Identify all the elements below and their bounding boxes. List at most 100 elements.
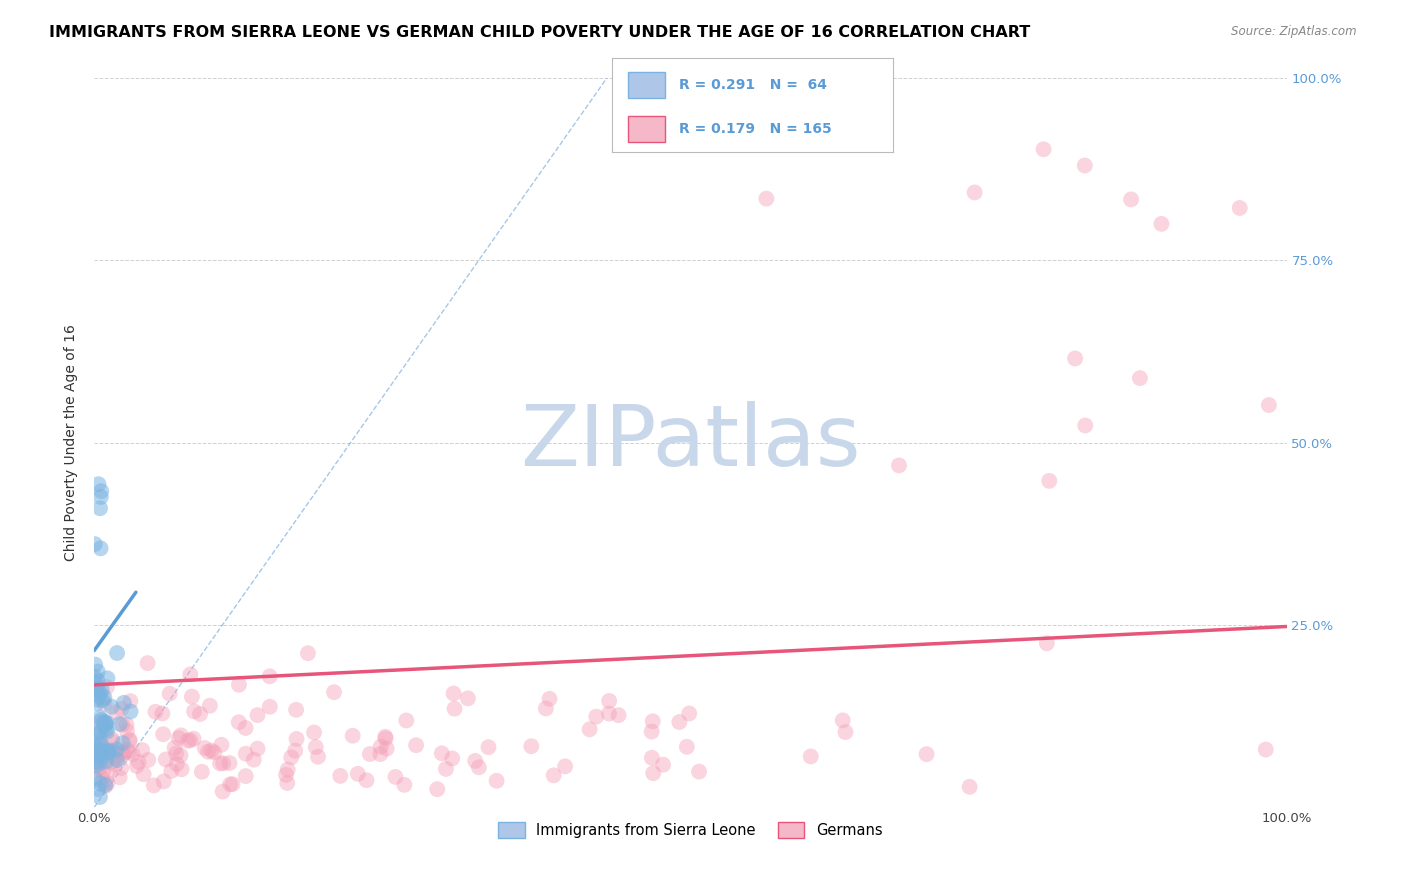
Text: R = 0.179   N = 165: R = 0.179 N = 165	[679, 122, 832, 136]
Point	[434, 762, 457, 776]
Point	[90, 724, 112, 739]
Point	[191, 764, 214, 779]
Point	[305, 740, 328, 755]
Point	[93, 719, 115, 733]
Point	[96, 755, 118, 769]
Point	[211, 738, 233, 752]
Point	[374, 731, 396, 746]
Point	[86, 681, 108, 696]
Point	[375, 741, 398, 756]
Point	[1074, 418, 1097, 433]
Point	[285, 731, 308, 746]
Point	[108, 770, 131, 784]
Point	[103, 744, 125, 758]
Point	[83, 739, 105, 753]
Point	[641, 751, 664, 765]
Point	[194, 741, 217, 756]
Point	[959, 780, 981, 794]
Point	[1038, 474, 1060, 488]
Point	[607, 708, 630, 723]
Point	[915, 747, 938, 761]
Point	[87, 477, 110, 491]
Point	[84, 755, 107, 769]
Point	[370, 747, 392, 761]
Point	[96, 680, 118, 694]
Point	[118, 733, 141, 747]
Y-axis label: Child Poverty Under the Age of 16: Child Poverty Under the Age of 16	[65, 325, 79, 561]
Point	[89, 776, 111, 790]
Point	[235, 747, 257, 761]
Point	[91, 741, 114, 756]
Point	[89, 501, 111, 516]
Point	[96, 715, 118, 730]
Point	[96, 776, 118, 790]
Point	[578, 723, 600, 737]
Point	[598, 694, 620, 708]
Point	[274, 768, 297, 782]
Point	[105, 706, 128, 720]
Point	[457, 691, 479, 706]
Point	[87, 723, 110, 738]
Point	[1064, 351, 1087, 366]
Point	[202, 745, 225, 759]
Point	[94, 723, 117, 737]
Point	[83, 675, 105, 690]
Text: IMMIGRANTS FROM SIERRA LEONE VS GERMAN CHILD POVERTY UNDER THE AGE OF 16 CORRELA: IMMIGRANTS FROM SIERRA LEONE VS GERMAN C…	[49, 25, 1031, 40]
Point	[585, 709, 607, 723]
Point	[228, 715, 250, 730]
Point	[678, 706, 700, 721]
Point	[159, 687, 181, 701]
Point	[91, 749, 114, 764]
Point	[831, 714, 853, 728]
Point	[211, 784, 233, 798]
Point	[834, 725, 856, 739]
Point	[183, 704, 205, 718]
Point	[104, 746, 127, 760]
Point	[132, 767, 155, 781]
Point	[83, 537, 105, 551]
Point	[105, 742, 128, 756]
Point	[443, 686, 465, 700]
Point	[441, 751, 464, 765]
Point	[87, 763, 110, 777]
Point	[221, 777, 243, 791]
Point	[405, 738, 427, 752]
Point	[96, 724, 118, 739]
Point	[1119, 193, 1142, 207]
Point	[554, 759, 576, 773]
Point	[142, 779, 165, 793]
Point	[1254, 742, 1277, 756]
Point	[800, 749, 823, 764]
Point	[329, 769, 352, 783]
Point	[90, 541, 112, 556]
Point	[395, 714, 418, 728]
Point	[150, 706, 173, 721]
Point	[90, 683, 112, 698]
Point	[121, 747, 143, 761]
Point	[101, 734, 124, 748]
Point	[374, 730, 396, 744]
Point	[86, 681, 108, 695]
Point	[167, 731, 190, 745]
Point	[477, 740, 499, 755]
Point	[1229, 201, 1251, 215]
Point	[640, 724, 662, 739]
Point	[259, 669, 281, 683]
Point	[668, 714, 690, 729]
Point	[118, 732, 141, 747]
Point	[963, 186, 986, 200]
Point	[96, 766, 118, 780]
Text: R = 0.291   N =  64: R = 0.291 N = 64	[679, 78, 827, 92]
Point	[87, 665, 110, 679]
Point	[342, 729, 364, 743]
Point	[111, 736, 134, 750]
Point	[218, 756, 240, 770]
Point	[120, 705, 142, 719]
Point	[110, 702, 132, 716]
Point	[755, 192, 778, 206]
Point	[302, 725, 325, 739]
Point	[641, 714, 664, 729]
Point	[246, 708, 269, 723]
Point	[165, 747, 187, 761]
Point	[87, 761, 110, 775]
